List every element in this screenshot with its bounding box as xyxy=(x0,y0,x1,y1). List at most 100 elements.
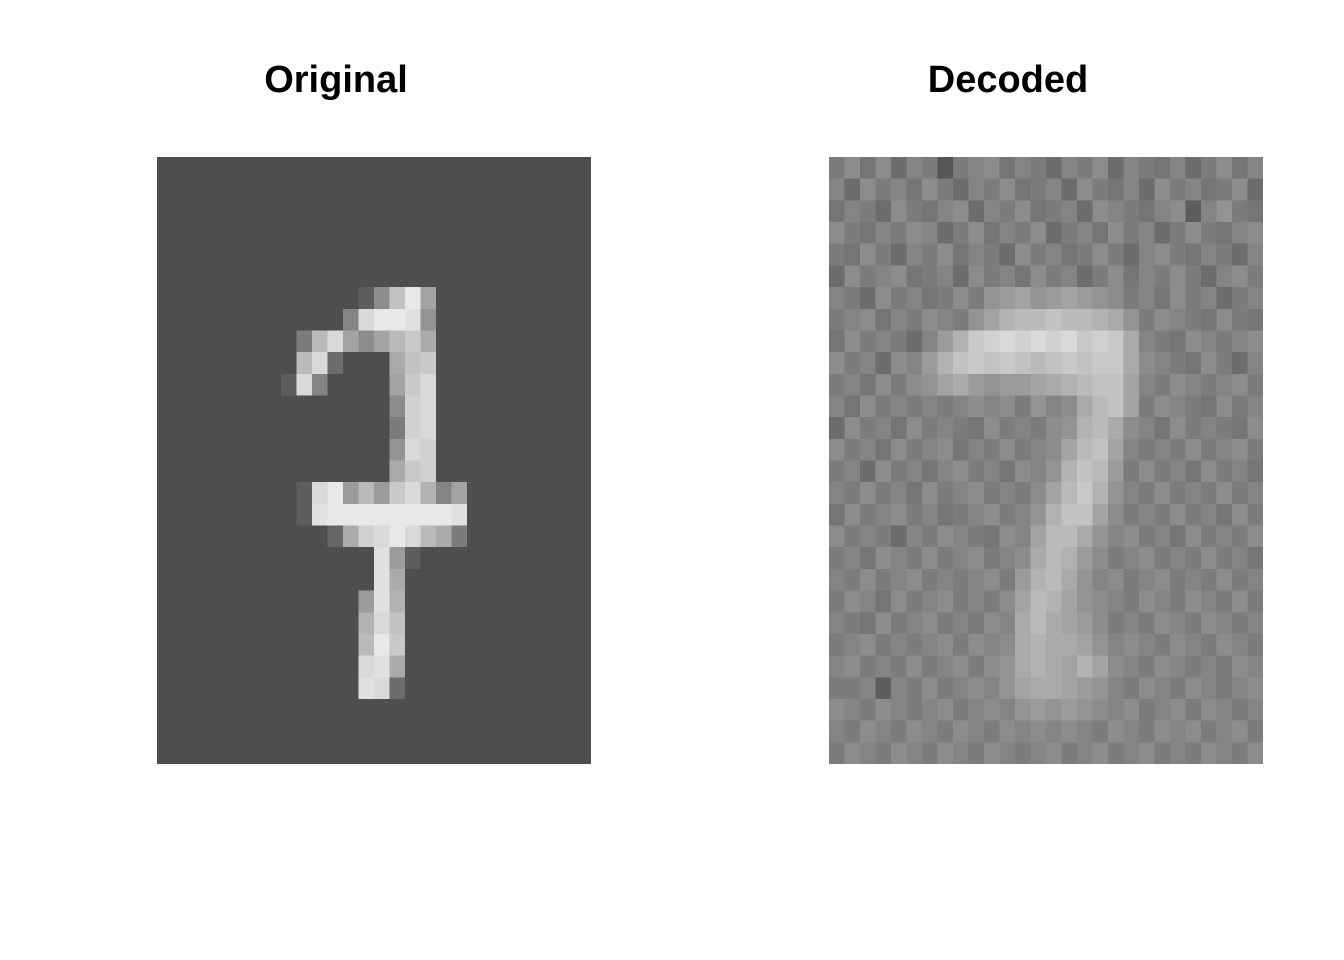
decoded-pixel xyxy=(1139,157,1155,180)
original-pixel xyxy=(405,373,421,396)
decoded-pixel xyxy=(1108,698,1124,722)
original-pixel xyxy=(250,633,266,657)
decoded-pixel xyxy=(906,612,923,635)
decoded-pixel xyxy=(829,525,845,548)
original-pixel xyxy=(296,330,313,353)
decoded-pixel xyxy=(1170,698,1186,722)
original-pixel xyxy=(250,308,266,331)
decoded-pixel xyxy=(968,677,985,700)
original-pixel xyxy=(358,633,375,657)
decoded-pixel xyxy=(1092,222,1109,245)
original-pixel xyxy=(544,157,561,180)
original-pixel xyxy=(513,460,530,483)
original-pixel xyxy=(188,417,204,440)
decoded-pixel xyxy=(891,352,907,375)
original-pixel xyxy=(544,547,561,570)
decoded-pixel xyxy=(1139,568,1155,592)
original-pixel xyxy=(405,568,421,592)
decoded-pixel xyxy=(937,352,954,375)
decoded-pixel xyxy=(1108,417,1124,440)
decoded-pixel xyxy=(922,742,938,764)
original-pixel xyxy=(203,720,220,743)
original-pixel xyxy=(358,417,375,440)
decoded-pixel xyxy=(1108,157,1124,180)
original-pixel xyxy=(219,178,235,201)
original-pixel xyxy=(296,698,313,722)
original-pixel xyxy=(219,742,235,764)
decoded-pixel xyxy=(937,633,954,657)
original-pixel xyxy=(234,395,251,418)
decoded-pixel xyxy=(984,308,1000,331)
original-pixel xyxy=(513,525,530,548)
original-pixel xyxy=(529,460,545,483)
decoded-pixel xyxy=(1139,655,1155,678)
decoded-pixel xyxy=(844,590,861,613)
original-pixel xyxy=(544,222,561,245)
decoded-pixel xyxy=(891,612,907,635)
original-pixel xyxy=(203,395,220,418)
original-pixel xyxy=(296,438,313,461)
original-pixel xyxy=(544,438,561,461)
original-pixel xyxy=(188,590,204,613)
original-pixel xyxy=(343,590,359,613)
original-pixel xyxy=(219,633,235,657)
decoded-pixel xyxy=(1077,287,1093,310)
original-pixel xyxy=(358,525,375,548)
original-pixel xyxy=(389,222,406,245)
original-pixel xyxy=(296,677,313,700)
decoded-pixel xyxy=(984,655,1000,678)
decoded-pixel xyxy=(875,568,892,592)
original-pixel xyxy=(343,438,359,461)
original-pixel xyxy=(172,287,189,310)
original-pixel xyxy=(420,395,437,418)
original-pixel xyxy=(389,265,406,288)
decoded-pixel xyxy=(1216,547,1233,570)
original-pixel xyxy=(327,590,344,613)
original-pixel xyxy=(172,330,189,353)
decoded-pixel xyxy=(875,633,892,657)
original-pixel xyxy=(265,720,282,743)
original-pixel xyxy=(234,503,251,526)
original-pixel xyxy=(498,460,514,483)
original-pixel xyxy=(281,568,297,592)
original-pixel xyxy=(389,503,406,526)
decoded-pixel xyxy=(891,308,907,331)
decoded-pixel xyxy=(860,547,876,570)
decoded-pixel xyxy=(937,698,954,722)
original-pixel xyxy=(172,178,189,201)
original-pixel xyxy=(219,698,235,722)
original-pixel xyxy=(374,308,390,331)
decoded-pixel xyxy=(953,222,969,245)
original-pixel xyxy=(157,525,173,548)
decoded-pixel xyxy=(844,222,861,245)
decoded-pixel xyxy=(1201,330,1217,353)
original-pixel xyxy=(467,568,483,592)
decoded-pixel xyxy=(906,655,923,678)
decoded-pixel xyxy=(829,460,845,483)
original-pixel xyxy=(544,720,561,743)
original-pixel xyxy=(467,438,483,461)
decoded-pixel xyxy=(1154,178,1171,201)
decoded-pixel xyxy=(1030,482,1047,505)
original-pixel xyxy=(467,460,483,483)
original-pixel xyxy=(312,222,328,245)
decoded-pixel xyxy=(1046,352,1062,375)
original-pixel xyxy=(436,200,452,223)
decoded-pixel xyxy=(1185,352,1202,375)
original-pixel xyxy=(296,352,313,375)
decoded-pixel xyxy=(1201,612,1217,635)
decoded-pixel xyxy=(1092,460,1109,483)
original-pixel xyxy=(296,243,313,266)
original-pixel xyxy=(327,525,344,548)
original-pixel xyxy=(482,308,499,331)
decoded-pixel xyxy=(844,395,861,418)
original-pixel xyxy=(188,568,204,592)
decoded-pixel xyxy=(860,525,876,548)
decoded-pixel xyxy=(829,287,845,310)
decoded-pixel xyxy=(1108,720,1124,743)
original-pixel xyxy=(544,417,561,440)
decoded-pixel xyxy=(860,698,876,722)
decoded-pixel xyxy=(922,178,938,201)
original-pixel xyxy=(188,482,204,505)
decoded-pixel xyxy=(1216,308,1233,331)
